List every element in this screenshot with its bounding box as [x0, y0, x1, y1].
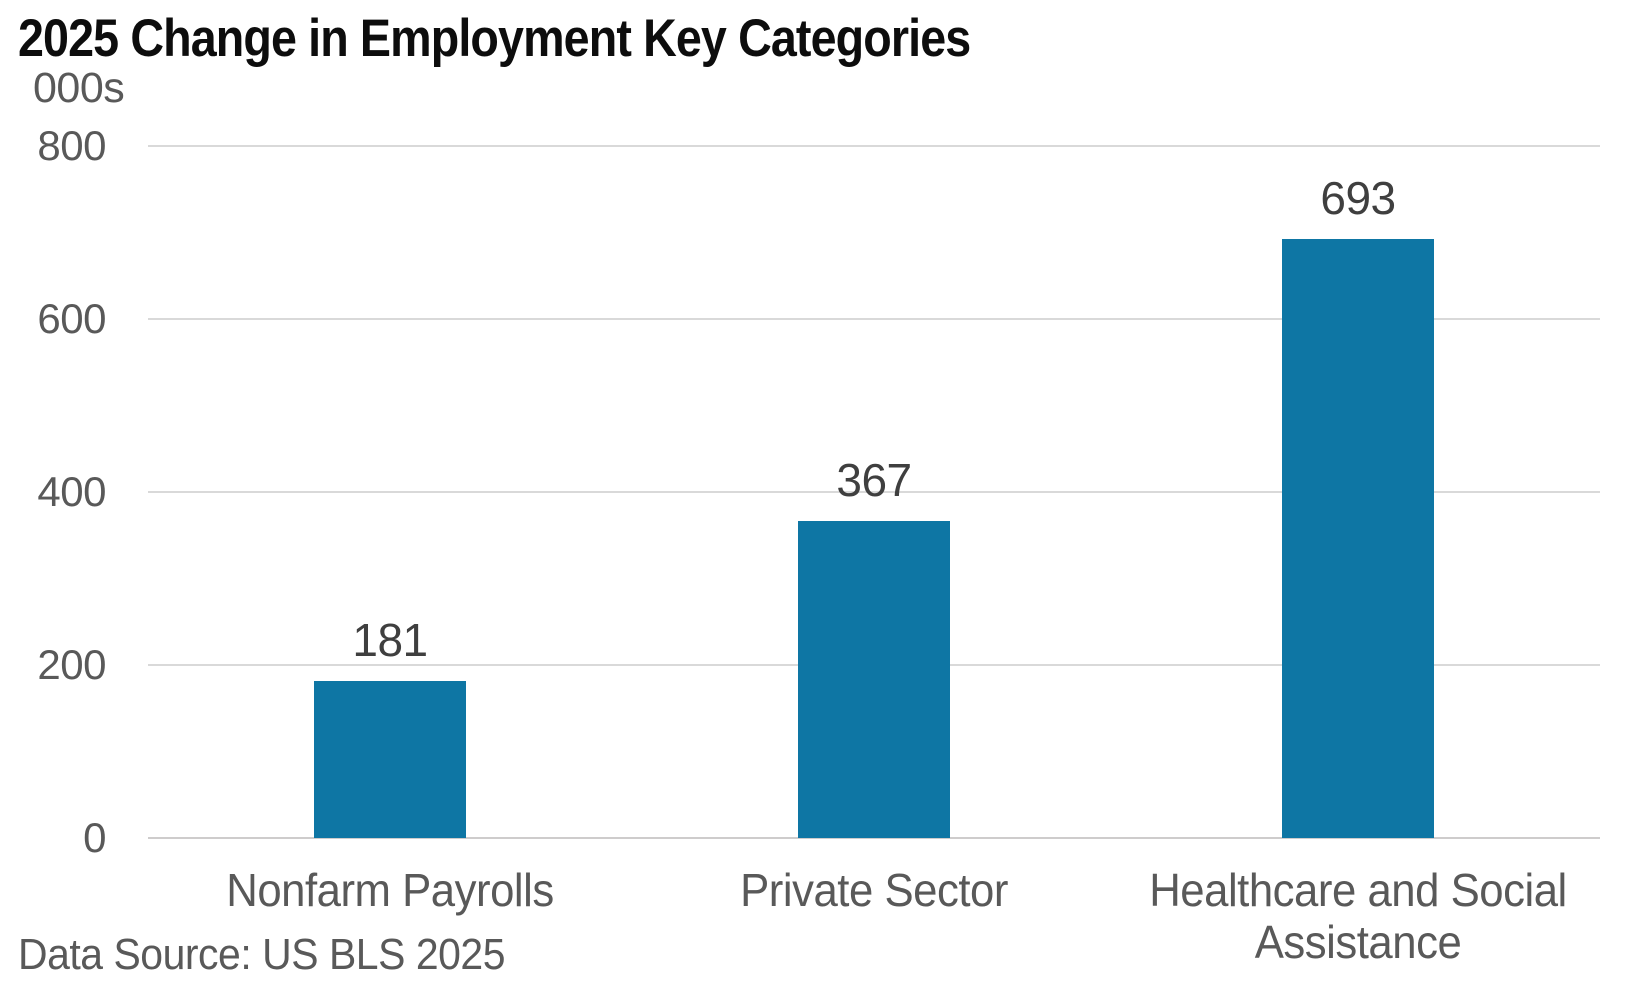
y-tick-label-400: 400 — [37, 468, 106, 515]
y-axis-unit-label: 000s — [33, 64, 125, 112]
data-source-note: Data Source: US BLS 2025 — [18, 930, 506, 979]
y-tick-label-800: 800 — [37, 122, 106, 169]
bar-nonfarm-payrolls — [314, 681, 466, 838]
y-tick-label-200: 200 — [37, 641, 106, 688]
x-axis-category-label-private-sector: Private Sector — [740, 864, 1008, 916]
gridline-800 — [148, 145, 1600, 147]
bar-value-label-private-sector: 367 — [836, 453, 912, 506]
bar-private-sector — [798, 520, 950, 838]
bar-healthcare-and-social-assistance — [1282, 238, 1434, 838]
bar-value-label-healthcare-and-social-assistance: 693 — [1320, 171, 1396, 224]
gridline-600 — [148, 318, 1600, 320]
bar-value-label-nonfarm-payrolls: 181 — [352, 614, 428, 667]
y-tick-label-600: 600 — [37, 295, 106, 342]
x-axis-category-label-nonfarm-payrolls: Nonfarm Payrolls — [226, 864, 554, 916]
gridline-400 — [148, 491, 1600, 493]
x-axis-line — [148, 837, 1600, 839]
chart-title: 2025 Change in Employment Key Categories — [18, 9, 971, 68]
y-tick-label-0: 0 — [83, 814, 106, 861]
x-axis-category-label-healthcare-and-social-assistance: Healthcare and Social Assistance — [1149, 864, 1567, 968]
